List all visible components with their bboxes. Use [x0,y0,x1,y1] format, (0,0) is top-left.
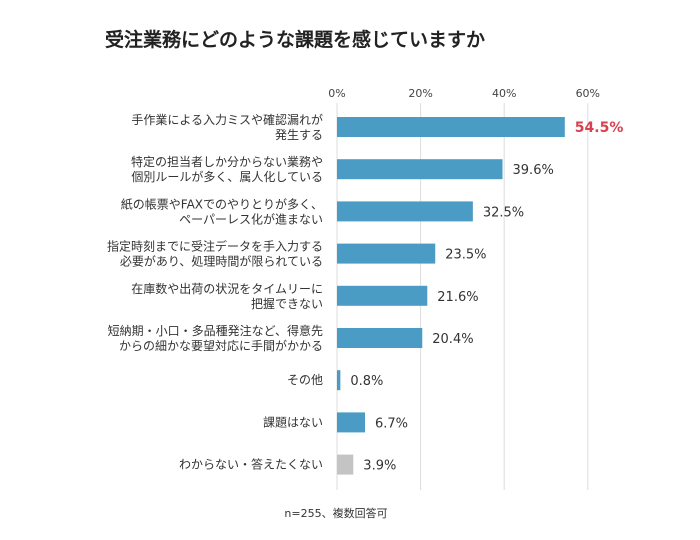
bar-value-label: 3.9% [363,459,396,474]
bar [337,412,366,433]
category-label: 在庫数や出荷の状況をタイムリーに把握できない [131,281,323,311]
x-tick-label: 60% [576,87,600,100]
value-labels: 54.5% 39.6% 32.5% 23.5% 21.6% 20.4% 0.8% 6.7% 3.… [350,120,623,474]
category-label: 指定時刻までに受注データを手入力する必要があり、処理時間が限られている [107,239,323,269]
x-axis-ticks: 0% 20% 40% 60% [328,87,600,100]
bar [337,328,423,348]
bar [337,117,565,137]
bar [337,285,428,306]
bar [337,201,473,222]
bar-value-label: 21.6% [437,290,478,305]
sample-note: n=255、複数回答可 [284,506,387,520]
x-tick-label: 0% [328,87,345,100]
bar [337,159,503,180]
bars [337,117,565,475]
bar-value-label: 23.5% [445,248,486,263]
bar-value-label: 6.7% [375,416,408,431]
category-label: 短納期・小口・多品種発注など、得意先からの細かな要望対応に手間がかかる [108,323,323,353]
bar [337,370,341,391]
category-label: 特定の担当者しか分からない業務や個別ルールが多く、属人化している [131,154,323,184]
category-label: 課題はない [263,414,323,429]
bar [337,243,436,264]
x-tick-label: 40% [492,87,516,100]
bar [337,454,354,475]
bar-value-label: 32.5% [483,205,524,220]
chart-title: 受注業務にどのような課題を感じていますか [105,28,485,51]
bar-value-label: 20.4% [432,332,473,347]
x-tick-label: 20% [408,87,432,100]
bar-value-label: 0.8% [350,374,383,389]
bar-value-label: 39.6% [513,163,554,178]
category-label: その他 [287,373,323,387]
category-labels: 手作業による入力ミスや確認漏れが発生する特定の担当者しか分からない業務や個別ルー… [107,112,323,472]
category-label: 手作業による入力ミスや確認漏れが発生する [131,112,323,142]
category-label: 紙の帳票やFAXでのやりとりが多く、ペーパーレス化が進まない [121,196,323,226]
category-label: わからない・答えたくない [179,457,323,472]
bar-value-label: 54.5% [575,120,624,136]
